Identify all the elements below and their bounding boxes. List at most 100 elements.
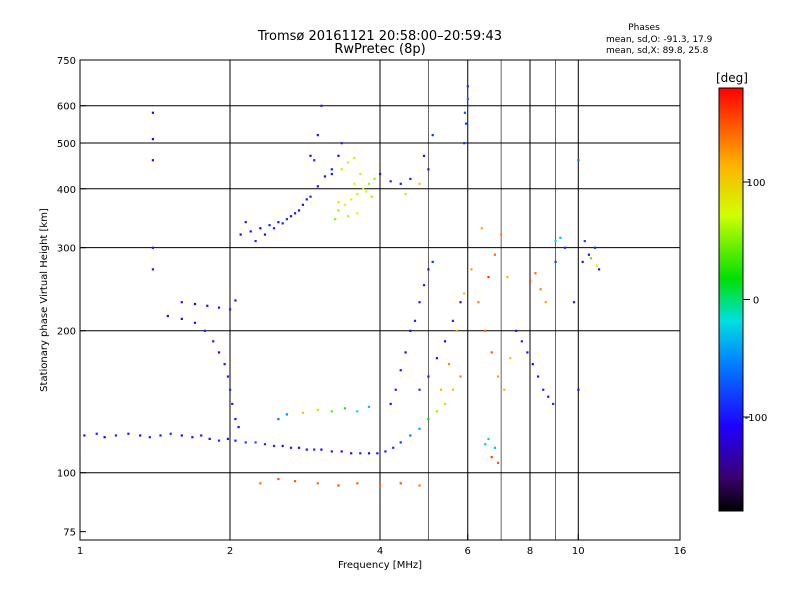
x-tick-label: 6	[465, 546, 471, 557]
data-point	[409, 329, 412, 332]
data-point	[239, 233, 242, 236]
data-point	[200, 434, 203, 437]
data-point	[259, 227, 262, 230]
data-point	[234, 439, 237, 442]
data-point	[439, 388, 443, 391]
data-point	[229, 388, 232, 391]
colorbar-tick-label: -100	[745, 413, 768, 424]
data-point	[151, 111, 155, 114]
data-point	[95, 432, 98, 435]
data-point	[490, 351, 493, 354]
data-point	[597, 268, 601, 271]
data-point	[229, 308, 232, 311]
data-point	[217, 439, 221, 442]
data-point	[340, 142, 343, 145]
axis-ticks: 1 2 4 6 8 10 16 75 100 200 300 400 500 600 750	[57, 56, 686, 557]
data-point	[223, 363, 226, 366]
data-point	[212, 340, 215, 343]
data-point	[455, 329, 458, 332]
data-point	[503, 388, 506, 391]
data-point	[589, 257, 593, 260]
data-point	[316, 134, 319, 137]
data-point	[346, 215, 350, 218]
data-point	[305, 448, 308, 451]
data-point	[254, 441, 257, 444]
y-tick-label: 400	[57, 185, 76, 196]
colorbar-ticks: 100 0 -100	[743, 178, 767, 424]
data-point	[301, 203, 305, 206]
colorbar-label: [deg]	[716, 71, 748, 85]
data-point	[305, 198, 308, 201]
data-point	[500, 233, 503, 236]
x-tick-label: 8	[527, 546, 533, 557]
data-point	[447, 363, 451, 366]
data-point	[330, 410, 333, 413]
data-point	[480, 227, 483, 230]
data-point	[515, 329, 518, 332]
data-point	[384, 450, 387, 453]
data-point	[193, 302, 197, 306]
data-point	[313, 159, 316, 162]
data-point	[356, 212, 359, 215]
data-point	[254, 239, 257, 243]
data-point	[356, 410, 359, 413]
data-point	[83, 434, 86, 437]
y-tick-label: 500	[57, 139, 76, 150]
colorbar-tick-label: 0	[753, 296, 759, 307]
data-point	[151, 268, 155, 271]
data-point	[217, 306, 221, 309]
data-point	[231, 402, 234, 405]
data-point	[470, 268, 473, 271]
data-point	[301, 411, 305, 414]
data-point	[337, 154, 340, 157]
data-point	[193, 321, 197, 324]
data-point	[534, 272, 537, 275]
data-point	[316, 408, 319, 411]
data-point	[577, 388, 580, 391]
phase-stats-title: Phases	[628, 23, 660, 33]
data-point	[427, 417, 430, 421]
data-point	[496, 375, 500, 378]
data-point	[340, 450, 343, 453]
data-point	[427, 268, 430, 271]
colorbar	[718, 87, 744, 512]
x-tick-label: 10	[572, 546, 585, 557]
y-tick-label: 750	[57, 56, 76, 67]
data-point	[552, 402, 555, 405]
data-point	[399, 441, 402, 444]
data-point	[547, 395, 550, 398]
data-point	[320, 448, 323, 451]
data-point	[477, 301, 480, 304]
data-point	[281, 222, 284, 225]
chart-title: Tromsø 20161121 20:58:00–20:59:43	[257, 29, 502, 44]
data-point	[297, 446, 301, 449]
data-point	[320, 104, 323, 107]
x-tick-label: 4	[377, 546, 383, 557]
data-point	[577, 159, 580, 162]
phase-stats-o: mean, sd,O: -91.3, 17.9	[606, 35, 713, 45]
data-point	[466, 85, 469, 88]
data-point	[392, 446, 395, 449]
data-point	[203, 329, 206, 332]
data-point	[285, 413, 288, 416]
data-point	[259, 482, 262, 485]
phase-stats-x: mean, sd,X: 89.8, 25.8	[606, 46, 709, 56]
data-point	[451, 319, 455, 322]
data-point	[587, 253, 591, 256]
data-point	[289, 215, 293, 218]
data-point	[427, 375, 430, 378]
data-point	[340, 168, 343, 171]
data-point	[169, 432, 172, 435]
data-point	[217, 351, 221, 354]
data-point	[244, 441, 247, 444]
data-point	[464, 122, 468, 125]
data-point	[343, 407, 347, 410]
data-point	[487, 437, 490, 441]
data-point	[297, 209, 301, 212]
data-point	[309, 195, 312, 198]
y-tick-label: 600	[57, 102, 76, 113]
data-point	[226, 375, 230, 378]
data-point	[544, 301, 547, 304]
data-point	[422, 284, 426, 287]
